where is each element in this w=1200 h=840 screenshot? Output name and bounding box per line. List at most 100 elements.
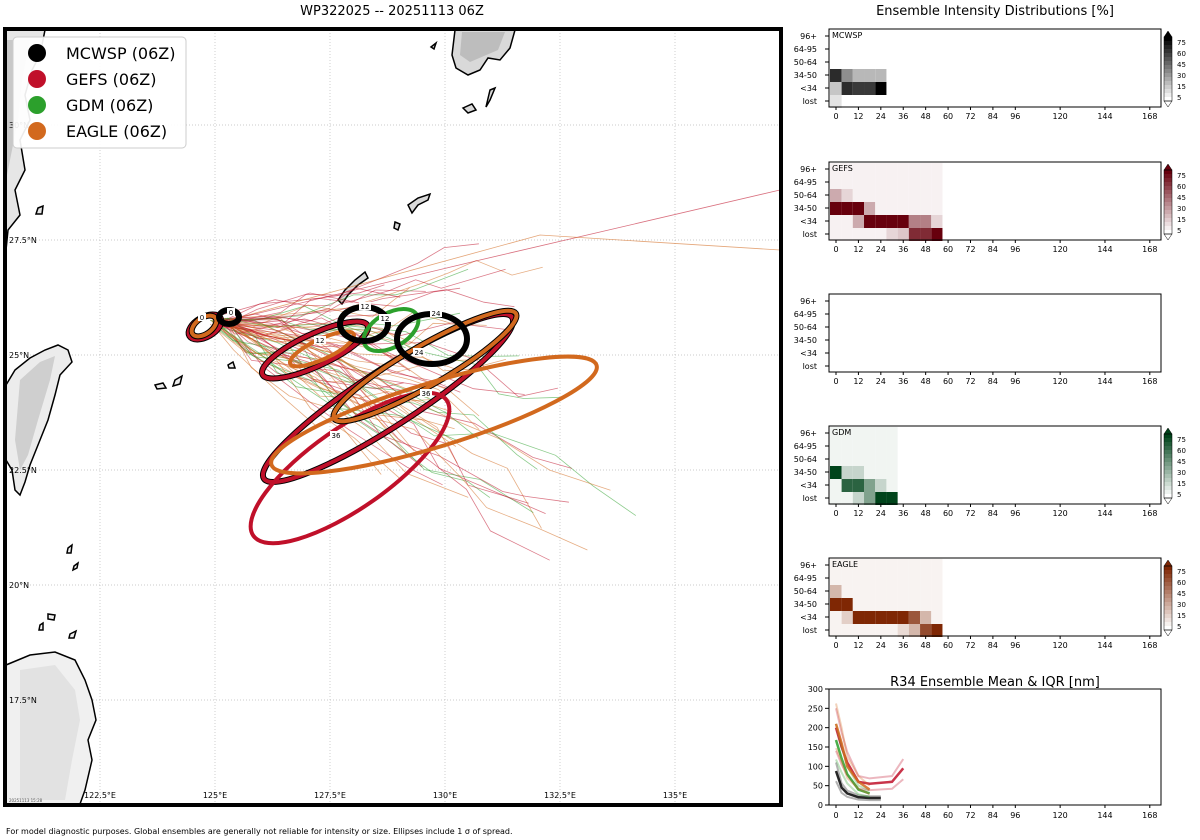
heatmap-cell (852, 176, 865, 189)
y-tick-label: 34-50 (794, 600, 817, 609)
x-tick-label: 168 (1142, 245, 1157, 254)
x-tick-label: 96 (1010, 245, 1020, 254)
colorbar-tick: 30 (1177, 601, 1186, 609)
heatmap-cell (908, 189, 921, 202)
panel-label: MCWSP (832, 31, 862, 40)
y-tick-label: 96+ (800, 561, 817, 570)
heatmap-cell (830, 611, 842, 624)
x-tick-label: 36 (898, 245, 908, 254)
heatmap-cell (852, 559, 865, 572)
x-tick-label: 24 (876, 641, 886, 650)
y-tick-label: 34-50 (794, 468, 817, 477)
ensemble-track (211, 321, 588, 551)
heatmap-cell (875, 176, 887, 189)
map-gridlines (6, 30, 780, 804)
heatmap-cell (864, 176, 876, 189)
lat-label: 17.5°N (9, 696, 37, 705)
label-24-mcwsp: 24 (432, 310, 441, 318)
heatmap-cell (875, 572, 887, 585)
heatmap-cell (897, 611, 909, 624)
x-tick-label: 60 (943, 377, 953, 386)
panel-label: GDM (832, 428, 851, 437)
heatmap-cell (852, 453, 865, 466)
colorbar-tick: 5 (1177, 227, 1181, 235)
ensemble-track (217, 319, 414, 394)
heatmap-cell (886, 453, 898, 466)
heatmap-cell (931, 611, 943, 624)
heatmap-cell (830, 453, 842, 466)
x-tick-label: 96 (1010, 112, 1020, 121)
lon-label: 132.5°E (544, 791, 576, 800)
y-tick-label: 96+ (800, 429, 817, 438)
colorbar-tick: 60 (1177, 447, 1186, 455)
heatmap-cell (875, 492, 887, 505)
colorbar-tick: 30 (1177, 72, 1186, 80)
heatmap-cell (897, 215, 909, 228)
r34-panel: 0 50 100 150 200 250 300 0 12 24 36 48 60 72 84 96 120 14… (808, 685, 1162, 820)
label-12-gdm: 12 (381, 315, 390, 323)
heatmap-cell (920, 176, 932, 189)
colorbar-tick: 15 (1177, 83, 1186, 91)
heatmap-cell (841, 492, 853, 505)
colorbar-tick: 5 (1177, 491, 1181, 499)
heatmap-cell (920, 202, 932, 215)
map-legend: MCWSP (06Z) GEFS (06Z) GDM (06Z) EAGLE (… (12, 36, 187, 149)
heatmap-cell (864, 82, 876, 95)
r34-y-tick: 50 (813, 782, 823, 791)
legend-marker-mcwsp (28, 44, 46, 62)
x-tick-label: 36 (898, 377, 908, 386)
lon-label: 125°E (203, 791, 227, 800)
heatmap-cell (875, 479, 887, 492)
colorbar-tick: 5 (1177, 623, 1181, 631)
y-tick-label: <34 (800, 613, 817, 622)
heatmap-cell (920, 215, 932, 228)
heatmap-cell (841, 440, 853, 453)
colorbar-tick: 15 (1177, 480, 1186, 488)
y-tick-label: 50-64 (794, 323, 817, 332)
heatmap-cell (886, 466, 898, 479)
colorbar-tick: 30 (1177, 205, 1186, 213)
heatmap-cell (875, 466, 887, 479)
heatmap-cell (908, 215, 921, 228)
heatmap-cell (908, 228, 921, 241)
x-tick-label: 0 (833, 112, 838, 121)
heatmap-cell (931, 163, 943, 176)
ensemble-track (210, 287, 401, 319)
colorbar-tick: 45 (1177, 194, 1186, 202)
heatmap-cell (841, 82, 853, 95)
r34-y-tick: 300 (808, 685, 823, 694)
legend-label-eagle: EAGLE (06Z) (66, 122, 167, 141)
heatmap-cell (841, 624, 853, 637)
r34-x-tick: 84 (988, 811, 998, 820)
ellipses-gefs (185, 311, 517, 546)
x-tick-label: 0 (833, 245, 838, 254)
x-tick-label: 60 (943, 245, 953, 254)
heatmap-cell (841, 585, 853, 598)
heatmap-cell (830, 427, 842, 440)
ensemble-track (226, 320, 453, 413)
heatmap-cell (841, 598, 853, 611)
y-tick-label: <34 (800, 217, 817, 226)
colorbar: 75 60 45 30 15 5 (1163, 427, 1186, 505)
label-24-eagle: 24 (415, 349, 424, 357)
map-frame (3, 27, 783, 807)
heatmap-cell (864, 228, 876, 241)
x-tick-label: 84 (988, 112, 998, 121)
r34-x-tick: 72 (965, 811, 975, 820)
colorbar-tick: 75 (1177, 568, 1186, 576)
colorbar-tick: 45 (1177, 458, 1186, 466)
heatmap-cell (886, 440, 898, 453)
heatmap-cell (897, 163, 909, 176)
heatmap-cell (864, 466, 876, 479)
r34-x-tick: 120 (1052, 811, 1067, 820)
heatmap-cell (931, 559, 943, 572)
r34-iqr-eagle (835, 747, 871, 796)
r34-iqr-mcwsp (835, 780, 881, 802)
heatmap-cell (830, 95, 842, 108)
land-luzon (6, 543, 97, 804)
heatmap-cell (852, 189, 865, 202)
r34-x-tick: 0 (833, 811, 838, 820)
x-tick-label: 48 (921, 377, 931, 386)
x-tick-label: 36 (898, 509, 908, 518)
heatmap-cell (886, 228, 898, 241)
